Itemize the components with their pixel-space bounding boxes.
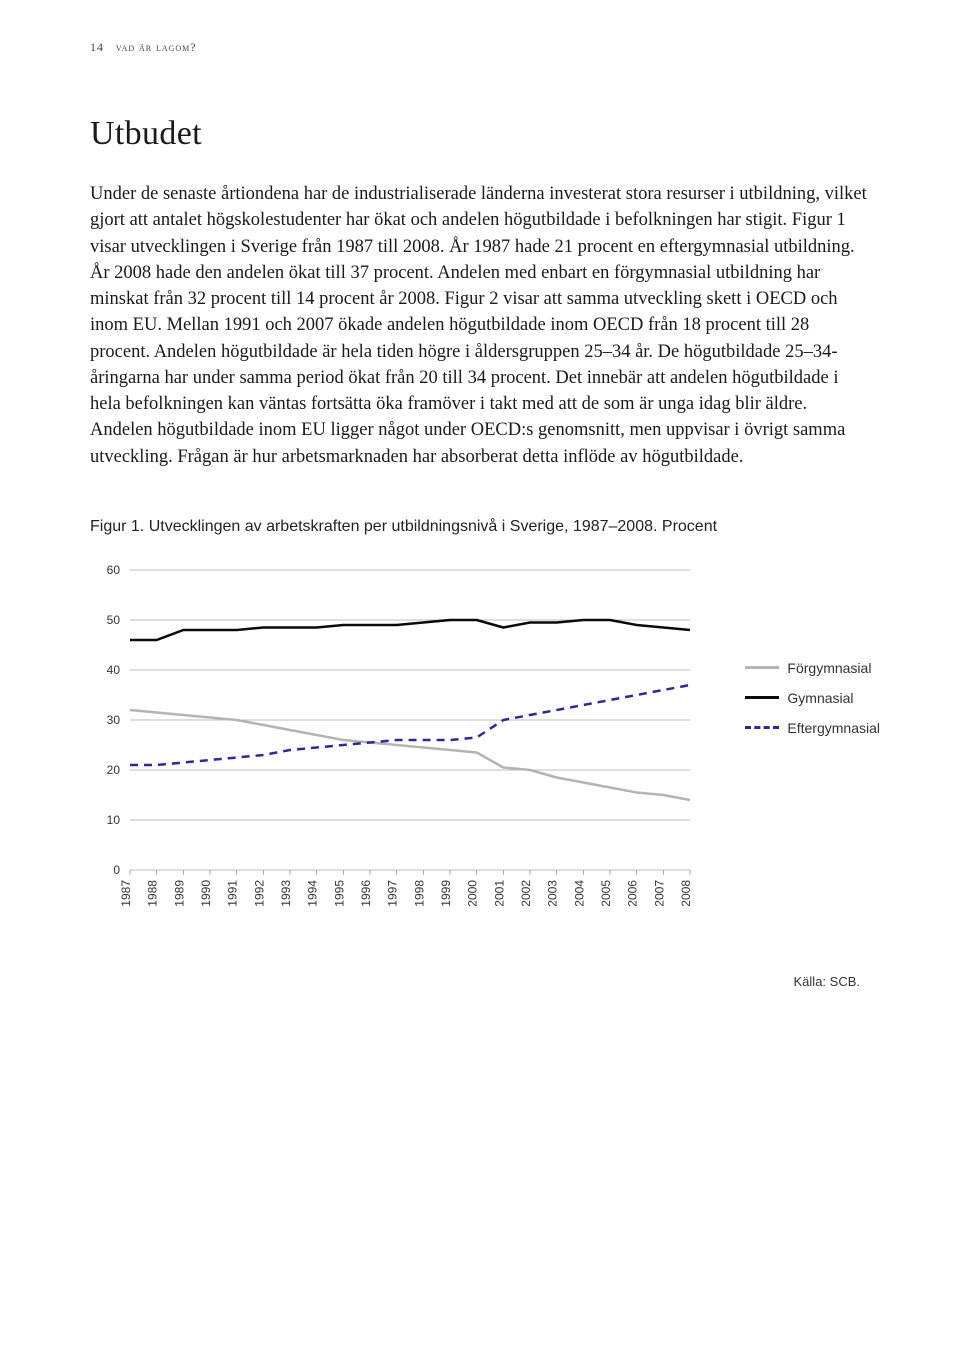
svg-text:1995: 1995 xyxy=(332,880,346,907)
svg-text:1989: 1989 xyxy=(172,880,186,907)
legend-swatch-icon xyxy=(745,726,779,729)
svg-text:2008: 2008 xyxy=(679,880,693,907)
page-number: 14 xyxy=(90,40,104,54)
legend-label: Gymnasial xyxy=(787,690,853,706)
svg-text:2004: 2004 xyxy=(572,880,586,907)
section-title: Utbudet xyxy=(90,115,870,153)
svg-text:1987: 1987 xyxy=(119,880,133,907)
legend-swatch-icon xyxy=(745,666,779,669)
svg-text:0: 0 xyxy=(113,863,120,877)
running-title: vad är lagom? xyxy=(116,40,197,54)
body-paragraph: Under de senaste årtiondena har de indus… xyxy=(90,181,870,470)
svg-text:2006: 2006 xyxy=(626,880,640,907)
chart-legend: Förgymnasial Gymnasial Eftergymnasial xyxy=(745,660,880,750)
line-chart-svg: 0 10 20 30 40 50 60 1987 1988 1989 1990 1991 1992 199… xyxy=(90,560,730,920)
svg-text:1991: 1991 xyxy=(226,880,240,907)
svg-text:1996: 1996 xyxy=(359,880,373,907)
svg-text:2005: 2005 xyxy=(599,880,613,907)
figure1-chart: 0 10 20 30 40 50 60 1987 1988 1989 1990 1991 1992 199… xyxy=(90,560,870,940)
svg-text:1997: 1997 xyxy=(386,880,400,907)
legend-item: Förgymnasial xyxy=(745,660,880,676)
svg-text:2002: 2002 xyxy=(519,880,533,907)
running-head: 14 vad är lagom? xyxy=(90,40,870,55)
svg-text:50: 50 xyxy=(107,613,121,627)
svg-text:1994: 1994 xyxy=(306,880,320,907)
svg-text:2007: 2007 xyxy=(652,880,666,907)
svg-text:20: 20 xyxy=(107,763,121,777)
chart-source: Källa: SCB. xyxy=(90,974,870,989)
svg-text:1999: 1999 xyxy=(439,880,453,907)
svg-text:1998: 1998 xyxy=(412,880,426,907)
legend-swatch-icon xyxy=(745,696,779,699)
svg-text:60: 60 xyxy=(107,563,121,577)
svg-text:2003: 2003 xyxy=(546,880,560,907)
legend-item: Eftergymnasial xyxy=(745,720,880,736)
svg-text:10: 10 xyxy=(107,813,121,827)
svg-text:30: 30 xyxy=(107,713,121,727)
svg-text:1990: 1990 xyxy=(199,880,213,907)
svg-text:1992: 1992 xyxy=(252,880,266,907)
figure-caption: Figur 1. Utvecklingen av arbetskraften p… xyxy=(90,518,870,536)
svg-text:40: 40 xyxy=(107,663,121,677)
svg-text:1988: 1988 xyxy=(146,880,160,907)
legend-label: Förgymnasial xyxy=(787,660,871,676)
svg-text:2000: 2000 xyxy=(466,880,480,907)
svg-text:2001: 2001 xyxy=(492,880,506,907)
svg-text:1993: 1993 xyxy=(279,880,293,907)
legend-label: Eftergymnasial xyxy=(787,720,880,736)
legend-item: Gymnasial xyxy=(745,690,880,706)
